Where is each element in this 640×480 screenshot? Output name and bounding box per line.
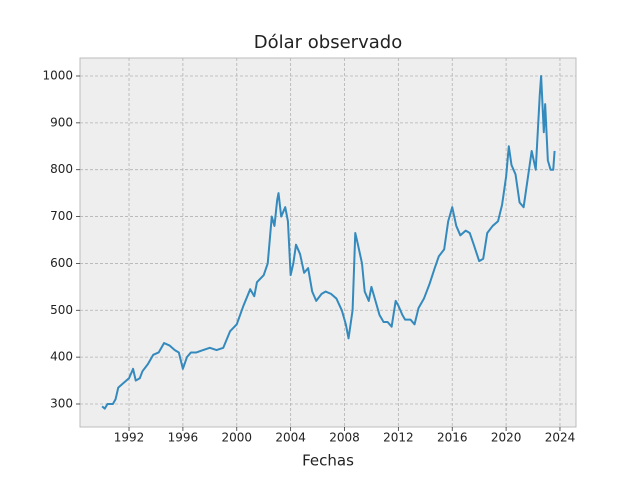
y-tick-label: 400 bbox=[50, 350, 73, 364]
x-tick-label: 1996 bbox=[168, 431, 199, 445]
x-tick-label: 2024 bbox=[545, 431, 576, 445]
x-tick-label: 2012 bbox=[383, 431, 414, 445]
y-tick-label: 500 bbox=[50, 303, 73, 317]
y-tick-label: 900 bbox=[50, 115, 73, 129]
x-tick-label: 1992 bbox=[114, 431, 145, 445]
x-tick-label: 2000 bbox=[221, 431, 252, 445]
y-tick-label: 700 bbox=[50, 209, 73, 223]
y-tick-label: 600 bbox=[50, 256, 73, 270]
x-tick-label: 2008 bbox=[329, 431, 360, 445]
data-line bbox=[101, 74, 556, 410]
y-tick-label: 300 bbox=[50, 396, 73, 410]
y-tick-label: 1000 bbox=[42, 68, 73, 82]
x-tick-label: 2004 bbox=[275, 431, 306, 445]
chart-title: Dólar observado bbox=[254, 32, 402, 53]
x-tick-label: 2020 bbox=[491, 431, 522, 445]
x-axis-label: Fechas bbox=[302, 452, 354, 470]
y-tick-label: 800 bbox=[50, 162, 73, 176]
x-tick-label: 2016 bbox=[437, 431, 468, 445]
plot-area bbox=[79, 57, 577, 428]
